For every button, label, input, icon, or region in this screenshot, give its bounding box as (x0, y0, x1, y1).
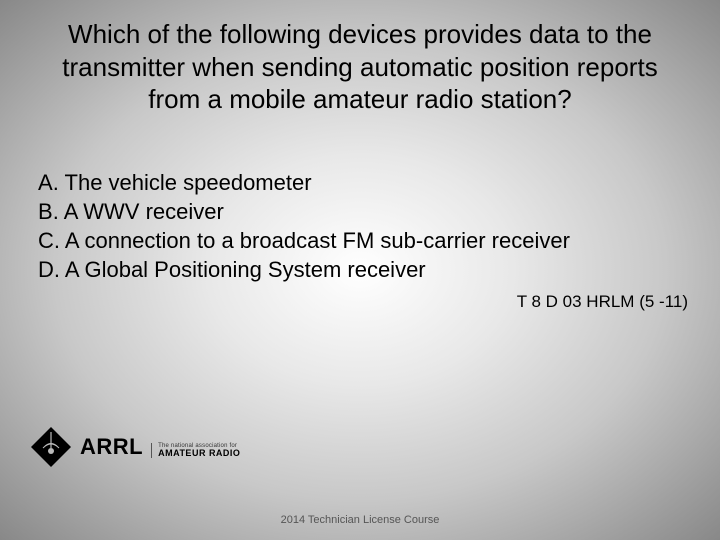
answer-a-text: The vehicle speedometer (65, 170, 312, 195)
answer-c: C. A connection to a broadcast FM sub-ca… (38, 226, 690, 255)
logo-name: ARRL (80, 436, 143, 458)
answer-b-letter: B (38, 199, 53, 224)
arrl-logo: ARRL The national association for AMATEU… (30, 426, 240, 468)
answer-d-letter: D (38, 257, 54, 282)
answer-list: A. The vehicle speedometer B. A WWV rece… (30, 168, 690, 284)
answer-d-text: A Global Positioning System receiver (65, 257, 426, 282)
answer-a-letter: A (38, 170, 53, 195)
reference-code: T 8 D 03 HRLM (5 -11) (30, 292, 690, 312)
answer-c-text: A connection to a broadcast FM sub-carri… (65, 228, 570, 253)
logo-text: ARRL The national association for AMATEU… (80, 436, 240, 458)
answer-a: A. The vehicle speedometer (38, 168, 690, 197)
logo-subtitle: AMATEUR RADIO (158, 449, 240, 458)
answer-b-text: A WWV receiver (64, 199, 224, 224)
logo-diamond-icon (30, 426, 72, 468)
answer-c-letter: C (38, 228, 54, 253)
question-text: Which of the following devices provides … (30, 18, 690, 116)
footer-text: 2014 Technician License Course (0, 514, 720, 526)
answer-d: D. A Global Positioning System receiver (38, 255, 690, 284)
answer-b: B. A WWV receiver (38, 197, 690, 226)
slide: Which of the following devices provides … (0, 0, 720, 540)
